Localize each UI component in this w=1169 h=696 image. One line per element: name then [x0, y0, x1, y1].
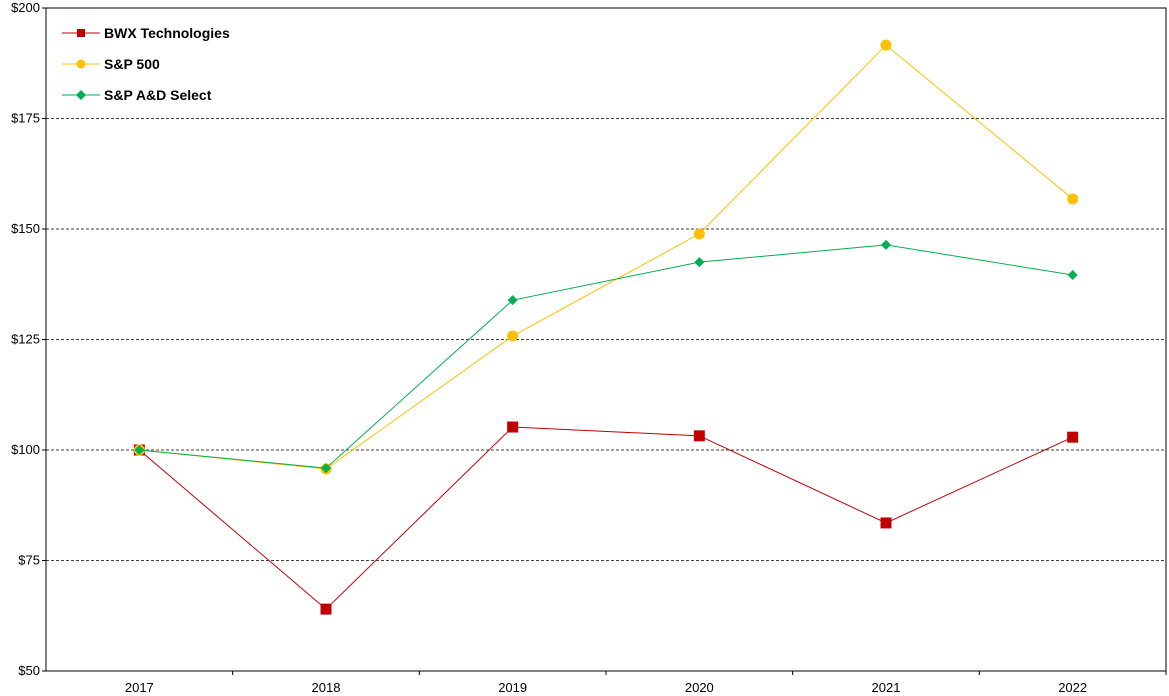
- data-point: [693, 430, 705, 442]
- y-tick-label: $150: [11, 221, 40, 236]
- legend-item-sp-ad-select: S&P A&D Select: [62, 79, 230, 110]
- data-point: [134, 445, 145, 455]
- x-tick-label: 2022: [1058, 680, 1087, 695]
- data-point: [507, 295, 518, 306]
- legend-marker-circle-icon: [62, 59, 100, 68]
- data-point: [881, 239, 891, 250]
- x-tick-label: 2019: [498, 680, 527, 695]
- y-tick-label: $100: [11, 442, 40, 457]
- series-line: [139, 426, 1073, 610]
- data-point: [321, 463, 331, 474]
- data-point: [694, 257, 705, 268]
- data-point: [880, 39, 892, 51]
- y-tick-label: $50: [18, 663, 40, 678]
- legend-item-sp500: S&P 500: [62, 48, 230, 79]
- x-tick-label: 2021: [872, 680, 901, 695]
- legend-marker-diamond-icon: [62, 89, 100, 100]
- x-tick-label: 2017: [125, 680, 154, 695]
- y-tick-label: $75: [18, 553, 40, 568]
- legend-item-bwx: BWX Technologies: [62, 17, 230, 48]
- data-point: [320, 603, 332, 615]
- x-tick-label: 2020: [685, 680, 714, 695]
- legend-marker-square-icon: [62, 28, 100, 37]
- data-point: [1067, 193, 1079, 205]
- series-s-p-500: [133, 39, 1079, 475]
- legend-label: S&P 500: [104, 55, 160, 72]
- y-tick-label: $175: [11, 111, 40, 126]
- x-tick-label: 2018: [312, 680, 341, 695]
- data-point: [693, 228, 705, 240]
- series-bwx-technologies: [133, 421, 1079, 615]
- series-s-p-a-d-select: [134, 239, 1078, 474]
- data-point: [880, 517, 892, 529]
- legend-label: S&P A&D Select: [104, 86, 212, 103]
- data-point: [507, 421, 519, 433]
- y-tick-label: $125: [11, 332, 40, 347]
- y-tick-label: $200: [11, 0, 40, 15]
- legend-label: BWX Technologies: [104, 24, 230, 41]
- data-point: [1067, 269, 1078, 280]
- data-point: [507, 330, 519, 342]
- series-line: [139, 244, 1073, 469]
- series-line: [139, 44, 1073, 470]
- legend: BWX Technologies S&P 500 S&P A&D Select: [62, 17, 230, 110]
- data-point: [1067, 431, 1079, 443]
